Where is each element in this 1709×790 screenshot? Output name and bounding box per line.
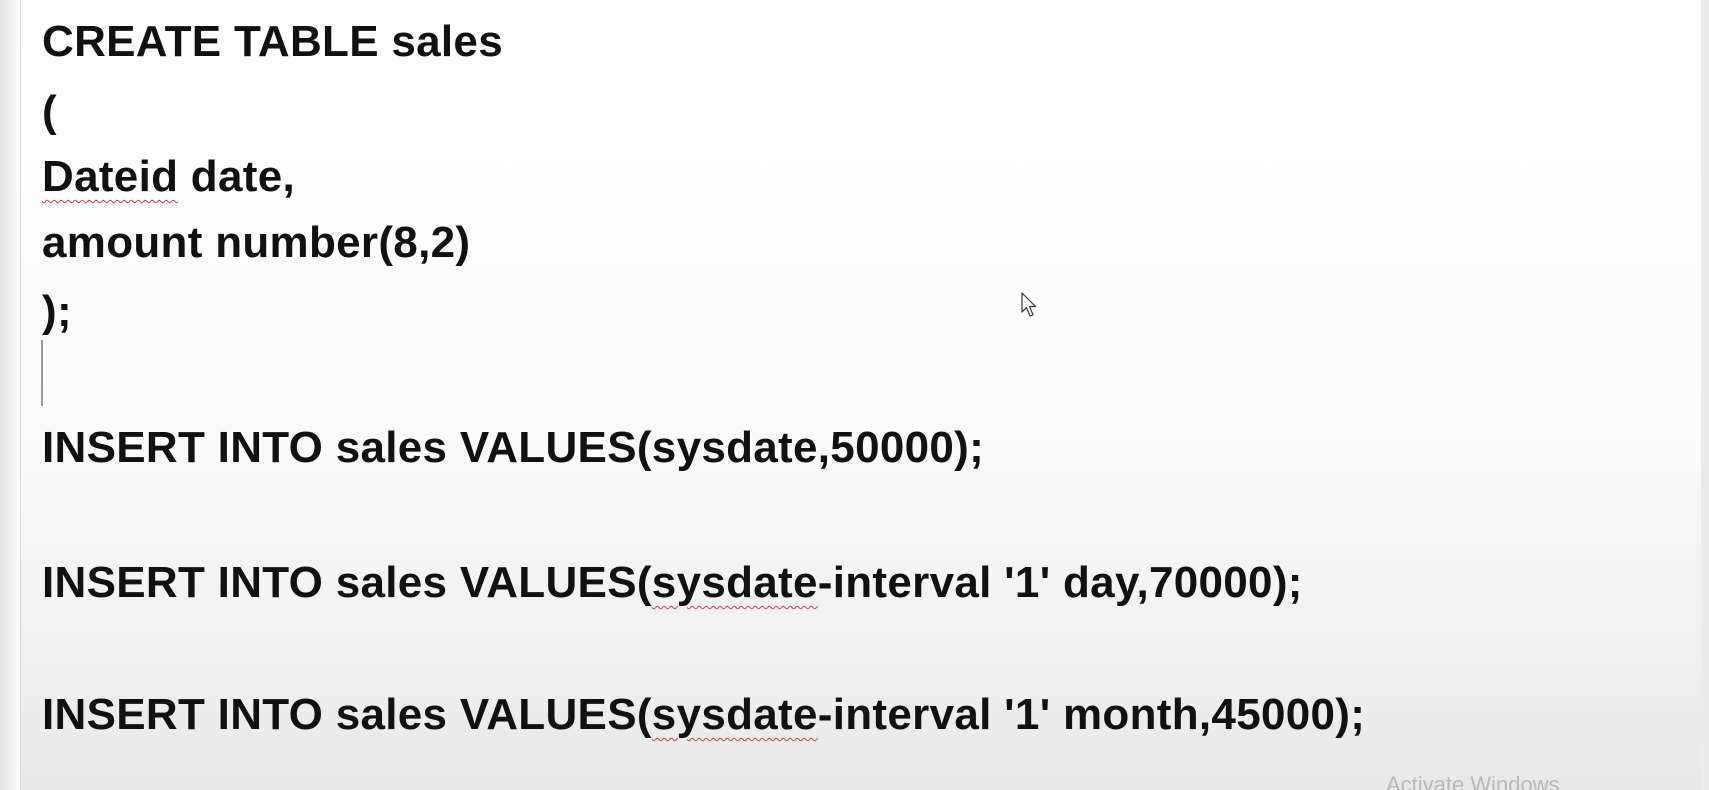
misspelled-word-dateid: Dateid <box>42 152 179 201</box>
sql-line-insert-one-month-rest: -interval '1' month,45000); <box>817 690 1366 739</box>
sql-line-insert-one-day[interactable]: INSERT INTO sales VALUES(sysdate-interva… <box>42 561 1303 605</box>
text-caret <box>41 340 43 406</box>
right-scroll-edge <box>1701 0 1709 790</box>
misspelled-word-sysdate: sysdate <box>651 558 818 607</box>
mouse-pointer-icon <box>1021 292 1037 317</box>
sql-line-insert-one-day-rest: -interval '1' day,70000); <box>817 558 1303 607</box>
misspelled-word-sysdate: sysdate <box>651 690 818 739</box>
sql-line-insert-one-month[interactable]: INSERT INTO sales VALUES(sysdate-interva… <box>42 693 1365 737</box>
sql-line-create-table[interactable]: CREATE TABLE sales <box>42 17 503 66</box>
sql-line-insert-one-month-prefix: INSERT INTO sales VALUES( <box>42 690 652 739</box>
sql-line-insert-today[interactable]: INSERT INTO sales VALUES(sysdate,50000); <box>42 423 985 472</box>
left-margin <box>0 0 21 790</box>
sql-line-dateid-rest: date, <box>178 152 296 201</box>
sql-line-dateid-column[interactable]: Dateid date, <box>42 155 295 199</box>
sql-line-amount-column[interactable]: amount number(8,2) <box>42 218 471 267</box>
activate-windows-watermark: Activate Windows <box>1386 772 1560 790</box>
sql-line-open-paren[interactable]: ( <box>42 87 57 136</box>
sql-line-insert-one-day-prefix: INSERT INTO sales VALUES( <box>42 558 652 607</box>
sql-line-close-paren[interactable]: ); <box>42 287 72 336</box>
